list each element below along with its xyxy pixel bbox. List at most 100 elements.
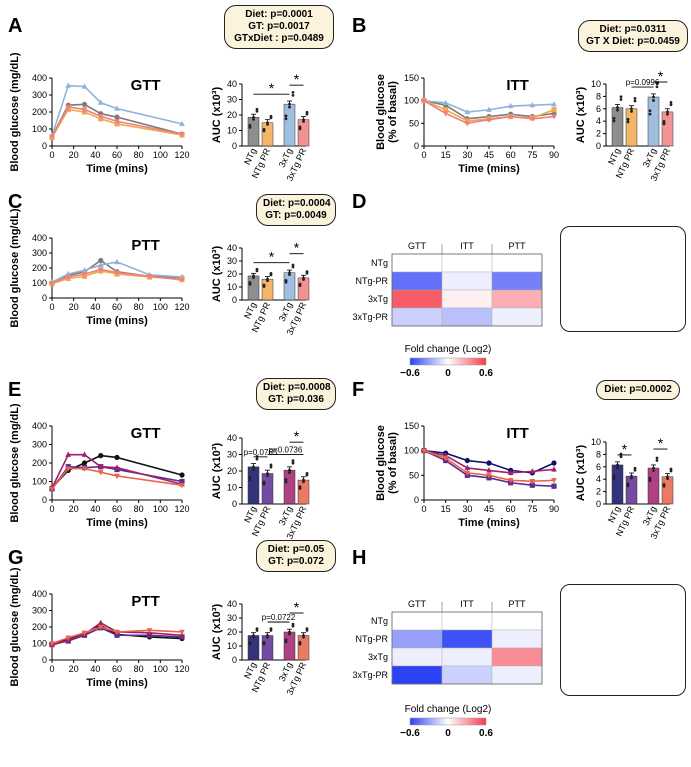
- x-axis-label: Time (mins): [458, 517, 520, 529]
- individual-point: [266, 277, 269, 281]
- heatmap-cell: [391, 629, 443, 649]
- y-tick-label: 50: [409, 118, 419, 128]
- stats-box-F: Diet: p=0.0002: [596, 380, 680, 400]
- data-point: [529, 116, 536, 122]
- heatmap-col-label: GTT: [408, 599, 426, 609]
- individual-point: [252, 634, 255, 637]
- individual-point: [248, 125, 252, 129]
- data-point: [81, 630, 88, 636]
- x-tick-label: 100: [153, 302, 168, 312]
- x-tick-label: 120: [174, 150, 189, 160]
- stats-box-C: Diet: p=0.0004 GT: p=0.0049: [256, 194, 336, 226]
- x-axis-label: Time (mins): [86, 677, 148, 689]
- individual-point: [288, 271, 291, 275]
- line-chart-B-line: 0 15 30 45 60 75 90 0 50 100 150 Time (mins) Blood g…: [375, 73, 559, 175]
- series-line-3xTg: [51, 84, 183, 137]
- individual-point: [648, 112, 652, 116]
- y-tick-label: 400: [32, 73, 47, 83]
- x-tick-label: 80: [134, 302, 144, 312]
- y-tick-label: 20: [227, 466, 237, 476]
- individual-point: [633, 96, 637, 100]
- x-tick-label: 15: [441, 504, 451, 514]
- stats-line: GTxDiet : p=0.0489: [234, 33, 324, 44]
- colorbar-label: Fold change (Log2): [405, 344, 492, 355]
- individual-point: [269, 463, 273, 467]
- individual-point: [288, 102, 291, 106]
- y-tick-label: 10: [227, 641, 237, 651]
- individual-point: [633, 99, 637, 103]
- individual-point: [652, 469, 655, 472]
- y-tick-label: 0: [42, 141, 47, 151]
- data-point: [464, 121, 471, 127]
- data-point: [114, 119, 120, 125]
- significance-label: *: [269, 249, 275, 265]
- individual-point: [669, 103, 673, 107]
- heatmap-cell: [441, 307, 493, 327]
- colorbar-tick: −0.6: [400, 368, 420, 379]
- y-tick-label: 20: [227, 269, 237, 279]
- y-tick-label: 0: [42, 495, 47, 505]
- y-tick-label: 100: [32, 639, 47, 649]
- y-tick-label: 200: [32, 458, 47, 468]
- heatmap-row-label: 3xTg-PR: [352, 670, 388, 680]
- individual-point: [619, 98, 623, 101]
- x-tick-label: 100: [153, 664, 168, 674]
- heatmap-cell: [491, 307, 543, 327]
- y-axis-label: AUC (x10³): [211, 87, 223, 144]
- panel-letter-A: A: [8, 15, 22, 37]
- stats-line: GT: p=0.0049: [265, 210, 327, 221]
- data-point: [551, 478, 557, 484]
- y-tick-label: 30: [227, 95, 237, 105]
- y-tick-label: 0: [414, 141, 419, 151]
- significance-label: p=0.0736: [269, 445, 303, 454]
- data-point: [179, 132, 185, 138]
- heatmap-cell: [441, 611, 493, 631]
- significance-label: *: [622, 441, 628, 457]
- individual-point: [633, 468, 637, 472]
- chart-title: GTT: [131, 77, 161, 94]
- y-tick-label: 150: [404, 421, 419, 431]
- individual-point: [291, 91, 295, 94]
- y-tick-label: 40: [227, 243, 237, 253]
- individual-point: [266, 634, 269, 637]
- individual-point: [269, 627, 273, 631]
- data-point: [114, 258, 120, 265]
- heatmap-row-label: 3xTg: [368, 294, 388, 304]
- bar-3xTg-PR: [661, 111, 674, 147]
- heatmap-cell: [491, 665, 543, 685]
- data-point: [98, 257, 104, 264]
- colorbar-tick: 0.6: [479, 728, 493, 739]
- individual-point: [619, 95, 623, 99]
- bar-NTg-PR: [261, 122, 274, 147]
- data-point: [65, 270, 72, 277]
- data-point: [179, 277, 185, 284]
- y-tick-label: 0: [232, 655, 237, 665]
- x-tick-label: 30: [462, 504, 472, 514]
- x-tick-label: 90: [549, 504, 559, 514]
- x-tick-label: 120: [174, 302, 189, 312]
- y-tick-label: 100: [32, 477, 47, 487]
- individual-point: [669, 467, 673, 471]
- y-tick-label: 0: [414, 495, 419, 505]
- stats-box-B: Diet: p=0.0311 GT X Diet: p=0.0459: [578, 20, 688, 52]
- bar-NTg: [247, 635, 260, 661]
- stats-line: GT: p=0.0017: [248, 21, 310, 32]
- bar-NTg-PR: [261, 278, 274, 301]
- y-axis-label: AUC (x10³): [575, 87, 587, 144]
- x-tick-label: 45: [484, 150, 494, 160]
- significance-label: *: [294, 71, 300, 87]
- individual-point: [669, 100, 673, 104]
- y-axis-label: AUC (x10³): [211, 246, 223, 303]
- y-tick-label: 4: [596, 474, 601, 484]
- panel-letter-C: C: [8, 191, 22, 213]
- stats-line: Diet: p=0.0002: [604, 384, 672, 395]
- y-tick-label: 400: [32, 233, 47, 243]
- heatmap-col-label: PTT: [509, 241, 527, 251]
- chart-title: PTT: [131, 593, 159, 610]
- individual-point: [630, 110, 633, 113]
- colorbar-tick: 0: [445, 728, 451, 739]
- data-point: [81, 101, 88, 107]
- significance-label: *: [294, 240, 300, 256]
- data-point: [179, 629, 185, 636]
